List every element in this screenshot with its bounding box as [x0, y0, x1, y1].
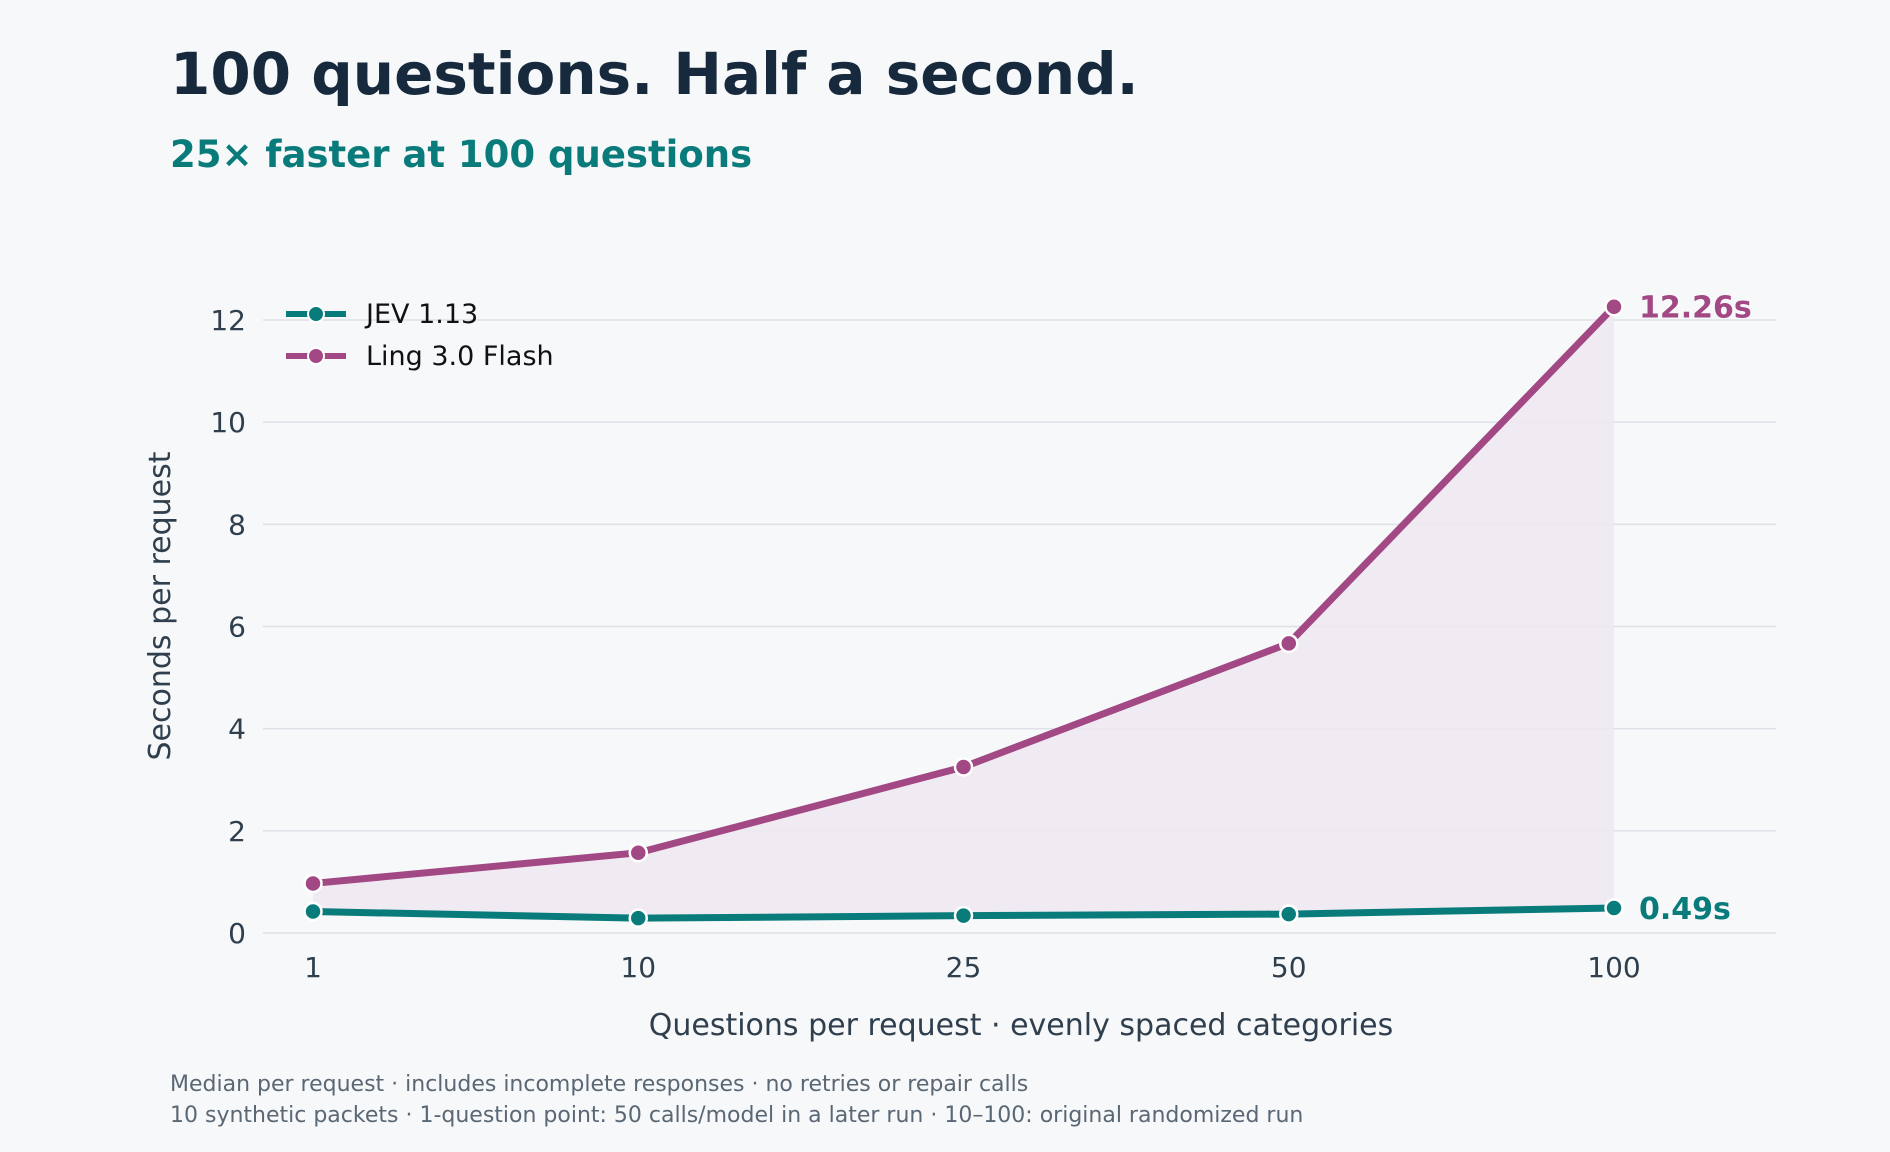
- y-axis-ticks: 0 2 4 6 8 10 12: [210, 304, 246, 950]
- end-label-jev: 0.49s: [1639, 892, 1731, 927]
- legend-marker-ling: [307, 347, 325, 365]
- data-point-ling-50: [1279, 633, 1299, 654]
- end-label-ling: 12.26s: [1639, 291, 1752, 326]
- data-point-ling-10: [628, 843, 648, 863]
- footnote-line-2: 10 synthetic packets · 1-question point:…: [170, 1103, 1304, 1128]
- data-point-ling-100: [1604, 296, 1624, 317]
- chart-title: 100 questions. Half a second.: [170, 40, 1139, 108]
- legend: JEV 1.13 Ling 3.0 Flash: [286, 299, 554, 372]
- series-lines: [303, 296, 1624, 928]
- data-point-jev-10: [628, 908, 648, 928]
- x-tick-label-100: 100: [1587, 951, 1640, 984]
- y-tick-label-0: 0: [228, 917, 246, 950]
- data-point-ling-1: [303, 873, 323, 894]
- data-point-jev-25: [953, 905, 974, 926]
- end-labels: 0.49s 12.26s: [1639, 291, 1752, 927]
- x-axis-label: Questions per request · evenly spaced ca…: [649, 1008, 1394, 1043]
- y-tick-label-10: 10: [210, 406, 246, 439]
- data-point-jev-100: [1604, 898, 1624, 918]
- footnote-line-1: Median per request · includes incomplete…: [170, 1072, 1029, 1097]
- y-tick-label-6: 6: [228, 611, 246, 644]
- legend-label-jev: JEV 1.13: [364, 299, 478, 330]
- x-tick-label-50: 50: [1271, 951, 1307, 984]
- gap-shading-area: [313, 306, 1614, 919]
- legend-label-ling: Ling 3.0 Flash: [366, 341, 554, 372]
- x-tick-label-1: 1: [304, 951, 322, 984]
- y-tick-label-2: 2: [228, 815, 246, 848]
- legend-item-jev: JEV 1.13: [286, 299, 478, 330]
- y-tick-label-12: 12: [210, 304, 246, 337]
- x-axis-ticks: 1 10 25 50 100: [304, 951, 1641, 984]
- data-point-jev-1: [303, 901, 323, 922]
- legend-marker-jev: [307, 305, 325, 323]
- x-tick-label-10: 10: [620, 951, 656, 984]
- legend-item-ling: Ling 3.0 Flash: [286, 341, 554, 372]
- data-point-ling-25: [953, 757, 974, 777]
- y-tick-label-4: 4: [228, 713, 246, 746]
- x-tick-label-25: 25: [946, 951, 982, 984]
- chart-subtitle: 25× faster at 100 questions: [170, 133, 753, 176]
- y-tick-label-8: 8: [228, 508, 246, 541]
- data-point-jev-50: [1279, 904, 1299, 924]
- y-axis-label: Seconds per request: [143, 451, 178, 760]
